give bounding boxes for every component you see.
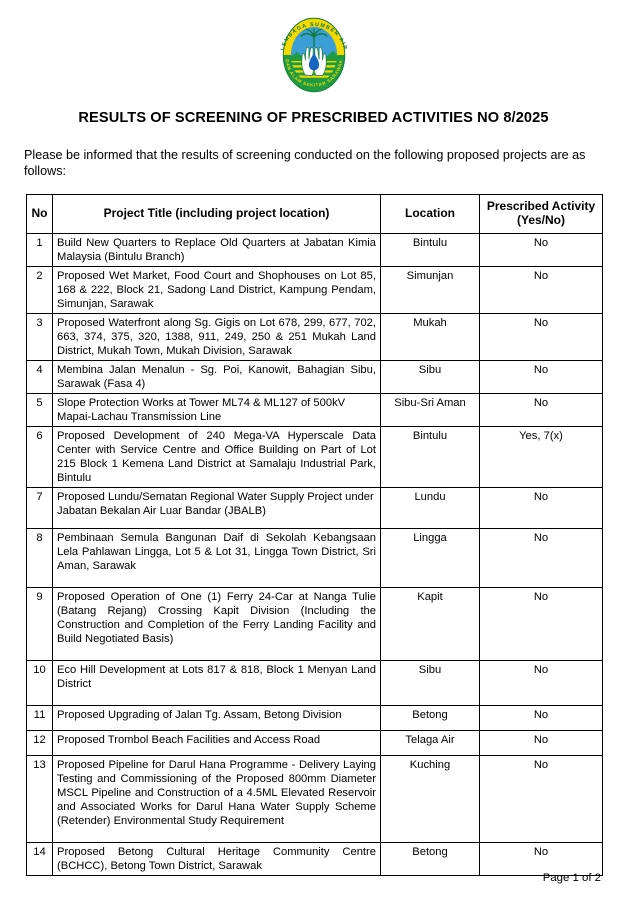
row-location: Sibu-Sri Aman [380,392,480,427]
row-number: 7 [26,486,53,529]
table-row: 8 Pembinaan Semula Bangunan Daif di Seko… [26,527,603,588]
row-number: 6 [26,425,53,488]
row-project-title: Proposed Upgrading of Jalan Tg. Assam, B… [52,704,381,731]
row-number: 12 [26,729,53,756]
row-project-title: Membina Jalan Menalun - Sg. Poi, Kanowit… [52,359,381,394]
column-header-prescribed-activity-line2: (Yes/No) [516,213,565,228]
table-row: 11 Proposed Upgrading of Jalan Tg. Assam… [26,704,603,731]
row-number: 4 [26,359,53,394]
table-row: 13 Proposed Pipeline for Darul Hana Prog… [26,754,603,843]
table-row: 4 Membina Jalan Menalun - Sg. Poi, Kanow… [26,359,603,394]
table-row: 3 Proposed Waterfront along Sg. Gigis on… [26,312,603,361]
row-prescribed-activity: No [479,586,603,661]
row-location: Sibu [380,659,480,706]
row-project-title: Proposed Wet Market, Food Court and Shop… [52,265,381,314]
table-row: 2 Proposed Wet Market, Food Court and Sh… [26,265,603,314]
row-project-title: Proposed Trombol Beach Facilities and Ac… [52,729,381,756]
row-project-title: Proposed Pipeline for Darul Hana Program… [52,754,381,843]
table-row: 10 Eco Hill Development at Lots 817 & 81… [26,659,603,706]
row-location: Betong [380,841,480,876]
row-prescribed-activity: No [479,527,603,588]
page-title: RESULTS OF SCREENING OF PRESCRIBED ACTIV… [78,110,549,126]
row-prescribed-activity: No [479,392,603,427]
screening-results-table-container: No Project Title (including project loca… [26,193,603,876]
row-prescribed-activity: No [479,232,603,267]
column-header-location: Location [380,193,480,234]
table-header-row: No Project Title (including project loca… [26,193,603,234]
row-number: 1 [26,232,53,267]
table-row: 6 Proposed Development of 240 Mega-VA Hy… [26,425,603,488]
row-prescribed-activity: No [479,841,603,876]
row-project-title: Slope Protection Works at Tower ML74 & M… [52,392,381,427]
row-location: Kapit [380,586,480,661]
row-prescribed-activity: No [479,359,603,394]
table-body: 1 Build New Quarters to Replace Old Quar… [26,232,603,876]
page-footer: Page 1 of 2 [542,872,601,884]
row-prescribed-activity: No [479,312,603,361]
row-number: 14 [26,841,53,876]
row-project-title: Pembinaan Semula Bangunan Daif di Sekola… [52,527,381,588]
row-project-title: Proposed Operation of One (1) Ferry 24-C… [52,586,381,661]
row-location: Kuching [380,754,480,843]
column-header-project-title: Project Title (including project locatio… [52,193,381,234]
table-row: 14 Proposed Betong Cultural Heritage Com… [26,841,603,876]
row-number: 2 [26,265,53,314]
row-prescribed-activity: No [479,659,603,706]
row-prescribed-activity: No [479,704,603,731]
row-prescribed-activity: No [479,729,603,756]
row-number: 8 [26,527,53,588]
row-prescribed-activity: Yes, 7(x) [479,425,603,488]
row-location: Bintulu [380,232,480,267]
column-header-no: No [26,193,53,234]
row-location: Mukah [380,312,480,361]
row-number: 10 [26,659,53,706]
table-row: 7 Proposed Lundu/Sematan Regional Water … [26,486,603,529]
row-location: Lundu [380,486,480,529]
row-location: Betong [380,704,480,731]
row-project-title: Build New Quarters to Replace Old Quarte… [52,232,381,267]
row-number: 3 [26,312,53,361]
column-header-prescribed-activity-line1: Prescribed Activity [486,198,596,213]
row-prescribed-activity: No [479,486,603,529]
logo-container: LEMBAGA SUMBER AIR DAN ALAM SEKITAR SARA… [0,0,627,96]
column-header-prescribed-activity: Prescribed Activity (Yes/No) [479,193,603,234]
row-prescribed-activity: No [479,754,603,843]
row-number: 5 [26,392,53,427]
row-prescribed-activity: No [479,265,603,314]
table-row: 5 Slope Protection Works at Tower ML74 &… [26,392,603,427]
row-location: Telaga Air [380,729,480,756]
row-number: 9 [26,586,53,661]
row-location: Bintulu [380,425,480,488]
lembaga-sumber-air-crest-icon: LEMBAGA SUMBER AIR DAN ALAM SEKITAR SARA… [279,17,346,93]
row-location: Simunjan [380,265,480,314]
row-number: 13 [26,754,53,843]
intro-paragraph: Please be informed that the results of s… [24,147,586,179]
row-project-title: Eco Hill Development at Lots 817 & 818, … [52,659,381,706]
row-number: 11 [26,704,53,731]
table-row: 12 Proposed Trombol Beach Facilities and… [26,729,603,756]
screening-results-table: No Project Title (including project loca… [26,193,603,876]
row-project-title: Proposed Waterfront along Sg. Gigis on L… [52,312,381,361]
row-location: Sibu [380,359,480,394]
row-project-title: Proposed Betong Cultural Heritage Commun… [52,841,381,876]
row-project-title: Proposed Lundu/Sematan Regional Water Su… [52,486,381,529]
table-row: 9 Proposed Operation of One (1) Ferry 24… [26,586,603,661]
row-location: Lingga [380,527,480,588]
table-row: 1 Build New Quarters to Replace Old Quar… [26,232,603,267]
row-project-title: Proposed Development of 240 Mega-VA Hype… [52,425,381,488]
